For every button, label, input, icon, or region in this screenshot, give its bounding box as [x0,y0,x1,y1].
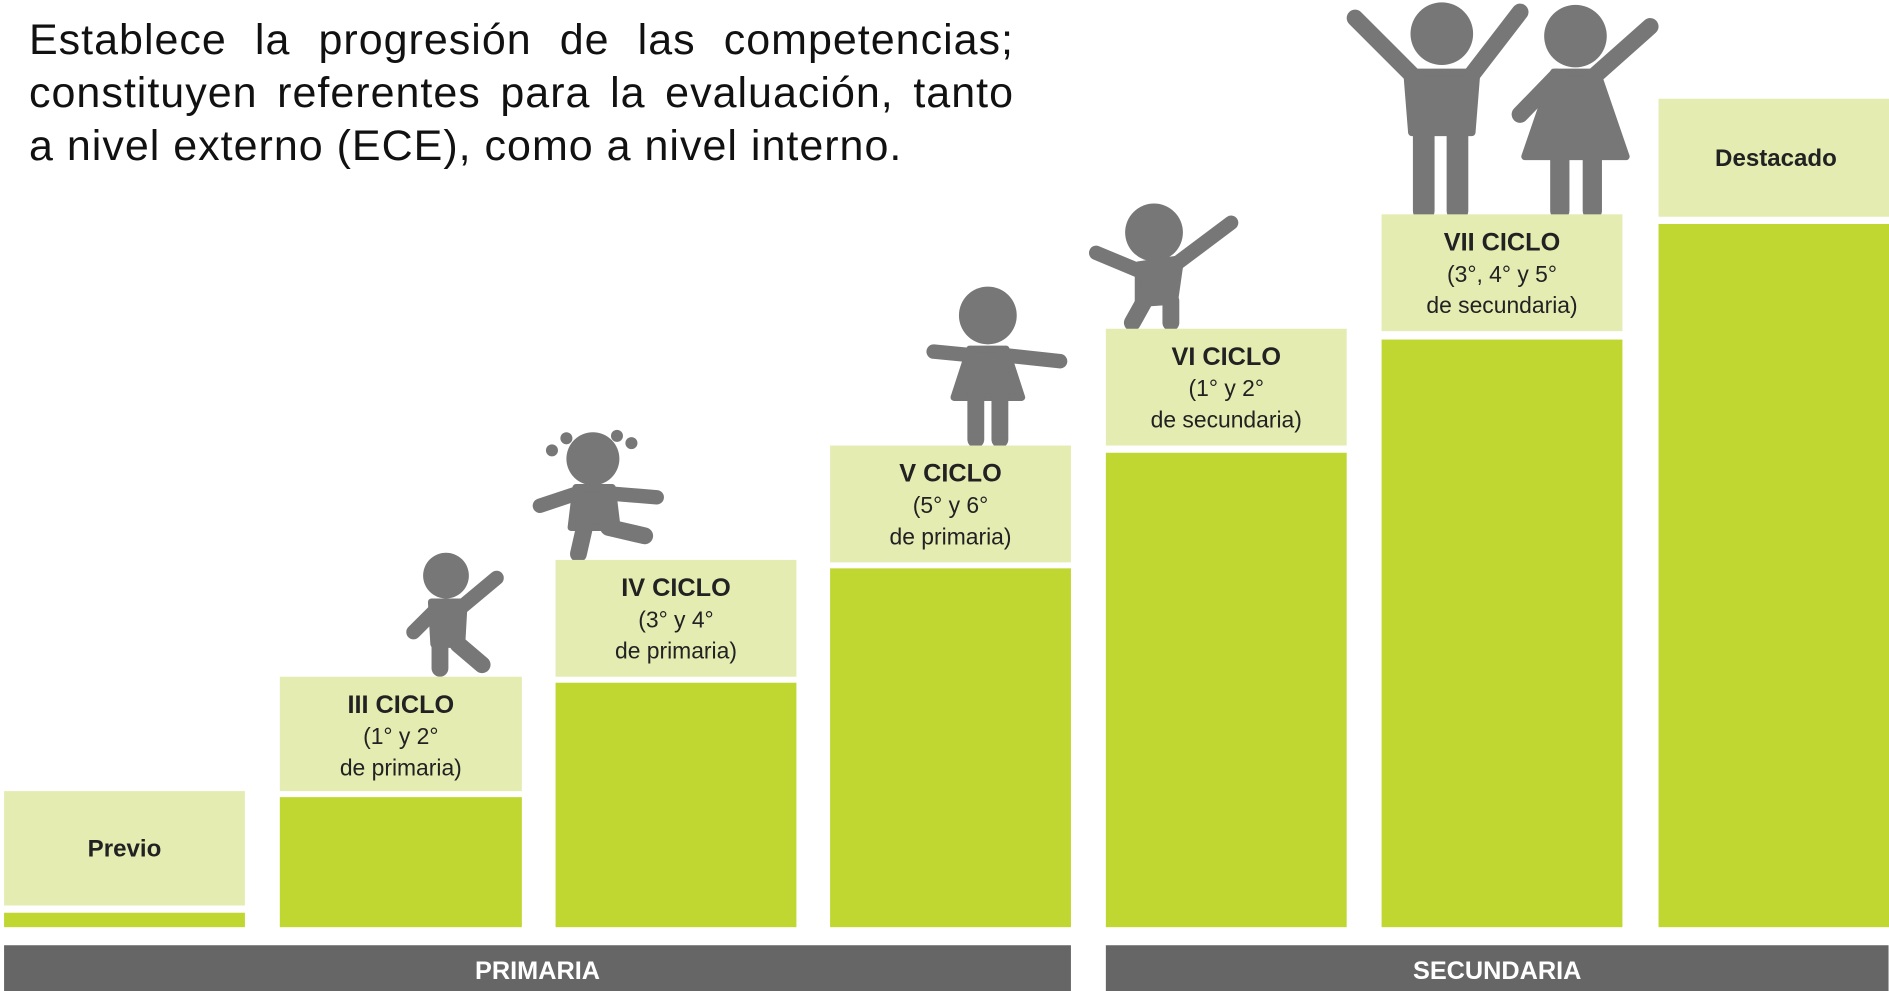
step-line: de secundaria) [1151,406,1302,432]
description: Establece la progresión de las competenc… [29,16,1014,170]
step-label-box [1658,98,1889,217]
level-bar [1105,945,1889,991]
step-line: de primaria) [615,638,737,664]
step-label-box [830,445,1071,563]
step-bar [1381,339,1623,928]
figure-v [926,286,1068,448]
step-label-box [4,791,245,906]
step-title: III CICLO [347,691,454,719]
step-bar [1105,452,1347,928]
step-line: (1° y 2° [363,723,438,749]
step-bar [1658,223,1889,928]
step-title: VI CICLO [1172,343,1282,371]
step-line: (3° y 4° [638,606,713,632]
level-bar [4,945,1071,991]
figure-vii-boy [1346,2,1529,222]
step-line: (3°, 4° y 5° [1447,261,1557,287]
figure-iv [532,429,664,563]
step-label-box [279,676,522,792]
step-label-box [555,559,797,677]
step-title: V CICLO [899,460,1001,488]
step-title: Previo [88,836,162,863]
step-line: de secundaria) [1426,292,1577,318]
step-bar [279,797,522,928]
step-bar [4,912,245,928]
step-title: IV CICLO [621,574,731,602]
level-label: SECUNDARIA [1413,957,1581,985]
step-line: (5° y 6° [913,492,988,518]
step-title: Destacado [1715,145,1837,172]
step-line: de primaria) [340,754,462,780]
level-label: PRIMARIA [475,957,600,985]
figure-vi [1088,203,1239,332]
step-line: de primaria) [890,523,1012,549]
step-line: (1° y 2° [1189,375,1264,401]
figure-iii [406,552,504,677]
step-label-box [1381,214,1623,332]
figure-vii-girl [1511,4,1659,221]
step-title: VII CICLO [1444,228,1561,256]
step-label-box [1105,328,1347,446]
step-bar [555,682,797,928]
step-bar [830,568,1071,928]
